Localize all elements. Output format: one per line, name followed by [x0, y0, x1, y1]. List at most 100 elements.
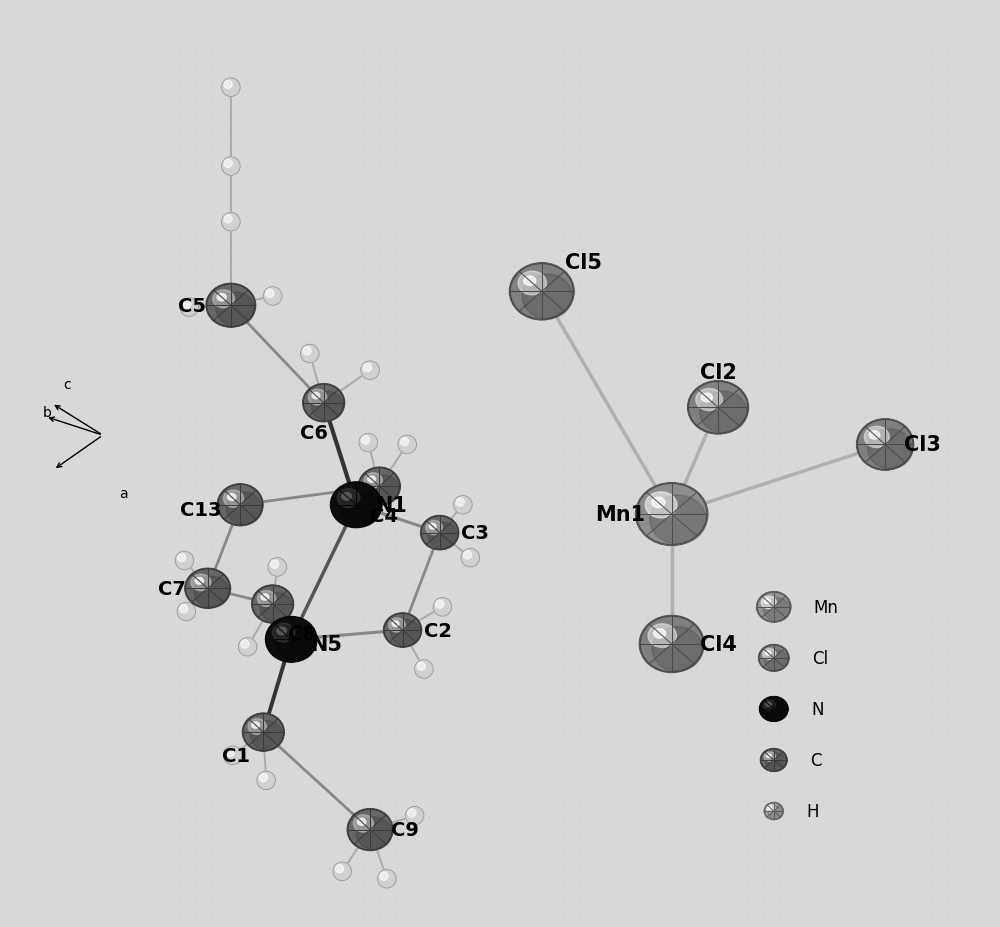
Ellipse shape	[518, 272, 546, 296]
Ellipse shape	[331, 483, 381, 527]
Text: N5: N5	[310, 634, 342, 654]
Text: Cl5: Cl5	[565, 252, 602, 273]
Ellipse shape	[358, 467, 400, 506]
Circle shape	[303, 347, 311, 356]
Text: C6: C6	[300, 424, 328, 442]
Ellipse shape	[191, 575, 211, 591]
Ellipse shape	[696, 389, 723, 411]
Ellipse shape	[364, 473, 382, 489]
Circle shape	[415, 660, 433, 679]
Ellipse shape	[206, 284, 256, 328]
Circle shape	[361, 436, 370, 444]
Circle shape	[222, 79, 240, 97]
Text: C2: C2	[424, 621, 452, 640]
Ellipse shape	[248, 719, 266, 734]
Circle shape	[461, 549, 480, 567]
Circle shape	[226, 749, 234, 756]
Text: Cl: Cl	[812, 649, 828, 667]
Circle shape	[456, 499, 464, 506]
Circle shape	[359, 434, 378, 452]
Ellipse shape	[392, 621, 399, 627]
Text: C1: C1	[222, 746, 250, 765]
Circle shape	[180, 298, 198, 317]
Ellipse shape	[765, 702, 787, 721]
Ellipse shape	[763, 649, 776, 660]
Ellipse shape	[276, 626, 316, 662]
Ellipse shape	[257, 591, 276, 606]
Circle shape	[175, 552, 194, 570]
Ellipse shape	[266, 617, 316, 662]
Ellipse shape	[869, 431, 880, 439]
Circle shape	[179, 604, 188, 614]
Circle shape	[463, 551, 472, 559]
Ellipse shape	[185, 569, 230, 608]
Ellipse shape	[260, 593, 293, 623]
Ellipse shape	[330, 482, 382, 528]
Text: C5: C5	[178, 297, 206, 315]
Circle shape	[257, 771, 275, 790]
Ellipse shape	[640, 616, 703, 672]
Circle shape	[300, 345, 319, 363]
Ellipse shape	[357, 819, 366, 825]
Ellipse shape	[767, 805, 775, 812]
Ellipse shape	[652, 627, 703, 671]
Circle shape	[224, 159, 232, 169]
Circle shape	[380, 871, 388, 881]
Ellipse shape	[308, 389, 327, 406]
Ellipse shape	[524, 276, 536, 286]
Circle shape	[400, 438, 409, 446]
Text: Cl4: Cl4	[700, 634, 737, 654]
Circle shape	[436, 601, 444, 608]
Circle shape	[263, 287, 282, 306]
Ellipse shape	[185, 568, 231, 609]
Circle shape	[398, 436, 416, 454]
Circle shape	[224, 81, 232, 90]
Circle shape	[241, 640, 249, 649]
Ellipse shape	[857, 420, 913, 470]
Ellipse shape	[764, 803, 783, 819]
Ellipse shape	[277, 628, 286, 635]
Ellipse shape	[763, 701, 776, 711]
Ellipse shape	[367, 476, 399, 505]
Text: C8: C8	[288, 625, 316, 643]
Ellipse shape	[226, 492, 262, 526]
Circle shape	[378, 870, 396, 888]
Ellipse shape	[252, 586, 293, 623]
Ellipse shape	[216, 293, 255, 327]
Ellipse shape	[636, 484, 707, 545]
Ellipse shape	[650, 496, 706, 544]
Circle shape	[335, 864, 344, 873]
Circle shape	[178, 553, 186, 562]
Ellipse shape	[384, 614, 421, 647]
Text: C3: C3	[461, 524, 489, 542]
Ellipse shape	[654, 629, 666, 639]
Ellipse shape	[311, 392, 344, 422]
Text: Cl2: Cl2	[700, 362, 737, 383]
Ellipse shape	[639, 616, 704, 673]
Circle shape	[224, 215, 232, 223]
Ellipse shape	[760, 697, 788, 721]
Ellipse shape	[652, 498, 665, 508]
Ellipse shape	[701, 394, 712, 402]
Ellipse shape	[765, 651, 771, 655]
Ellipse shape	[864, 426, 889, 448]
Text: Cl3: Cl3	[904, 435, 941, 455]
Circle shape	[222, 213, 240, 232]
Ellipse shape	[759, 645, 789, 671]
Ellipse shape	[391, 620, 421, 647]
Ellipse shape	[510, 264, 573, 320]
Ellipse shape	[764, 599, 771, 604]
Ellipse shape	[688, 381, 749, 435]
Ellipse shape	[764, 752, 776, 762]
Ellipse shape	[868, 429, 912, 469]
Text: b: b	[43, 405, 52, 420]
Ellipse shape	[242, 714, 284, 751]
Ellipse shape	[700, 392, 747, 433]
Ellipse shape	[207, 285, 255, 327]
Ellipse shape	[356, 817, 392, 850]
Ellipse shape	[194, 577, 230, 608]
Text: C13: C13	[180, 501, 222, 519]
Ellipse shape	[261, 594, 269, 601]
Ellipse shape	[766, 703, 771, 706]
Text: c: c	[64, 377, 71, 392]
